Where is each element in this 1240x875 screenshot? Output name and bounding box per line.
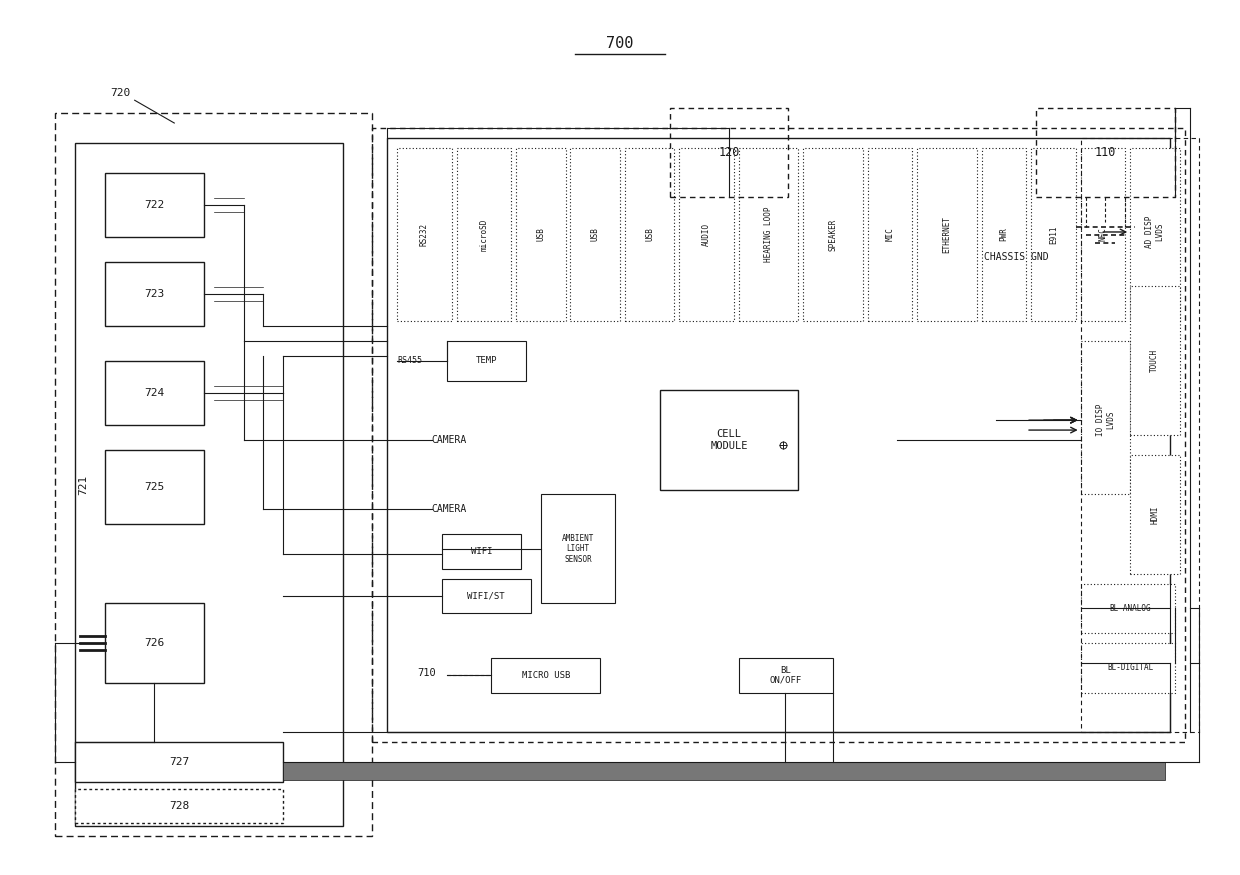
FancyBboxPatch shape [660,390,799,489]
Text: 726: 726 [144,638,165,648]
FancyBboxPatch shape [1080,584,1174,634]
FancyBboxPatch shape [105,172,205,237]
Text: WIFI: WIFI [471,547,492,556]
Text: USB: USB [645,228,655,242]
FancyBboxPatch shape [283,762,1164,780]
Text: WIFI/ST: WIFI/ST [467,592,505,600]
Text: ETHERNET: ETHERNET [942,216,951,253]
FancyBboxPatch shape [1080,148,1125,321]
FancyBboxPatch shape [491,658,600,692]
Text: AD DISP
LVDS: AD DISP LVDS [1146,216,1164,248]
FancyBboxPatch shape [570,148,620,321]
FancyBboxPatch shape [105,450,205,524]
Text: BL-ANALOG: BL-ANALOG [1110,604,1151,612]
Text: 728: 728 [169,801,190,811]
FancyBboxPatch shape [397,148,451,321]
FancyBboxPatch shape [441,534,521,569]
Text: HDMI: HDMI [1151,505,1159,523]
Text: 710: 710 [417,668,435,678]
FancyBboxPatch shape [105,604,205,683]
FancyBboxPatch shape [680,148,734,321]
FancyBboxPatch shape [456,148,511,321]
FancyBboxPatch shape [1130,148,1179,321]
FancyBboxPatch shape [982,148,1025,321]
Text: MICRO USB: MICRO USB [522,671,570,680]
FancyBboxPatch shape [446,341,526,381]
Text: CAMERA: CAMERA [432,435,467,445]
Text: 721: 721 [78,474,88,494]
Text: AMBIENT
LIGHT
SENSOR: AMBIENT LIGHT SENSOR [562,534,594,564]
Text: RS455: RS455 [397,356,422,365]
FancyBboxPatch shape [387,138,1169,732]
Text: RS232: RS232 [420,223,429,246]
Text: 723: 723 [144,289,165,299]
Text: NFC: NFC [1099,228,1107,242]
Text: 720: 720 [110,88,130,98]
FancyBboxPatch shape [1030,148,1075,321]
FancyBboxPatch shape [441,578,531,613]
FancyBboxPatch shape [918,148,977,321]
Text: 724: 724 [144,388,165,398]
Text: BL
ON/OFF: BL ON/OFF [770,666,802,685]
Text: 700: 700 [606,36,634,52]
Text: 722: 722 [144,200,165,210]
Text: SPEAKER: SPEAKER [828,218,837,250]
Text: TOUCH: TOUCH [1151,349,1159,372]
FancyBboxPatch shape [1130,286,1179,435]
FancyBboxPatch shape [804,148,863,321]
Text: BL-DIGITAL: BL-DIGITAL [1107,663,1153,672]
FancyBboxPatch shape [1130,455,1179,574]
Text: 120: 120 [718,146,739,159]
Text: E911: E911 [1049,225,1058,244]
Text: 725: 725 [144,482,165,492]
FancyBboxPatch shape [541,494,615,604]
Text: USB: USB [536,228,546,242]
Text: MIC: MIC [885,228,894,242]
FancyBboxPatch shape [76,143,342,826]
Text: USB: USB [590,228,600,242]
FancyBboxPatch shape [739,658,833,692]
Text: microSD: microSD [480,218,489,250]
FancyBboxPatch shape [105,262,205,326]
FancyBboxPatch shape [868,148,913,321]
Text: 727: 727 [169,757,190,766]
Text: CHASSIS GND: CHASSIS GND [983,252,1049,262]
Text: PWR: PWR [999,228,1008,242]
Text: AUDIO: AUDIO [702,223,712,246]
Text: IO DISP
LVDS: IO DISP LVDS [1096,404,1115,437]
FancyBboxPatch shape [76,788,283,823]
FancyBboxPatch shape [625,148,675,321]
FancyBboxPatch shape [1080,341,1130,494]
Text: HEARING LOOP: HEARING LOOP [764,206,773,262]
Text: CELL
MODULE: CELL MODULE [711,429,748,451]
Text: TEMP: TEMP [475,356,497,365]
Text: CAMERA: CAMERA [432,504,467,514]
FancyBboxPatch shape [76,742,283,781]
FancyBboxPatch shape [516,148,565,321]
Text: 110: 110 [1095,146,1116,159]
FancyBboxPatch shape [105,360,205,425]
FancyBboxPatch shape [739,148,799,321]
FancyBboxPatch shape [1080,643,1174,692]
